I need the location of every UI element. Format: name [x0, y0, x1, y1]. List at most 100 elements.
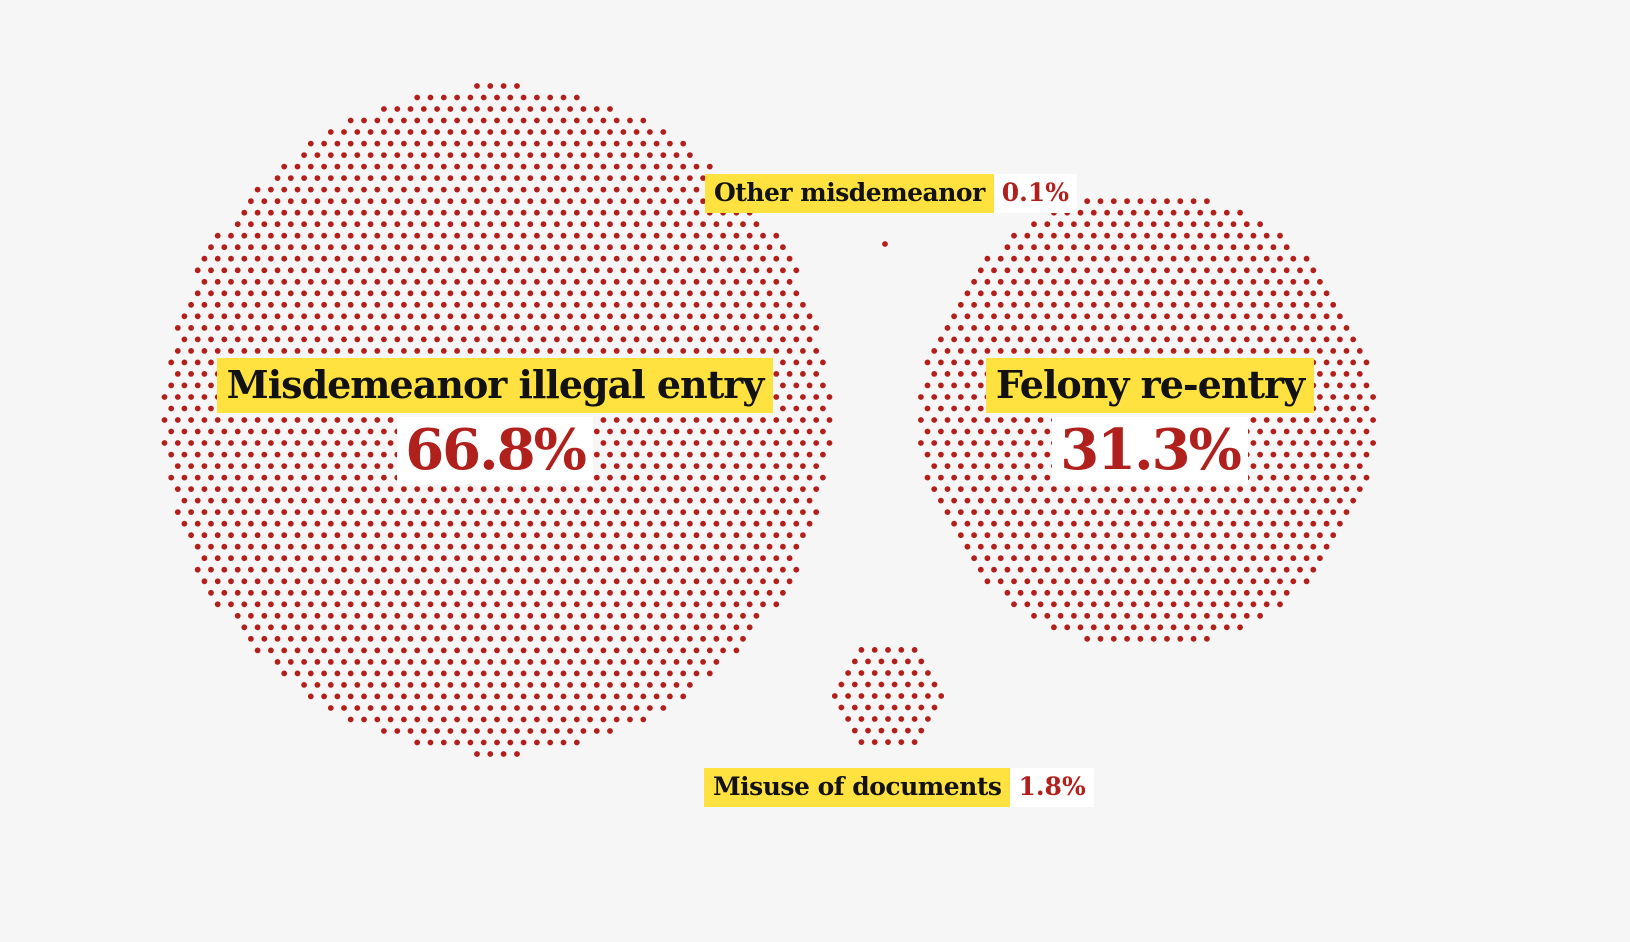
dot-misdemeanor — [301, 497, 307, 504]
dot-misdemeanor — [194, 520, 201, 527]
dot-felony — [951, 382, 957, 389]
dot-misdemeanor — [354, 290, 361, 297]
dot-misdemeanor — [168, 405, 175, 412]
dot-misdemeanor — [653, 348, 660, 354]
dot-felony — [944, 417, 951, 423]
dot-misdemeanor — [314, 474, 321, 481]
dot-misdemeanor — [653, 486, 660, 492]
dot-felony — [1024, 417, 1031, 423]
dot-felony — [1150, 589, 1157, 596]
dot-misdemeanor — [327, 520, 334, 527]
dot-misuse — [891, 704, 898, 711]
dot-felony — [931, 463, 938, 469]
dot-misdemeanor — [341, 198, 347, 205]
dot-felony — [1223, 578, 1230, 585]
dot-misdemeanor — [733, 578, 740, 585]
dot-misdemeanor — [480, 624, 487, 631]
dot-misdemeanor — [560, 325, 567, 331]
dot-misdemeanor — [693, 486, 700, 492]
dot-misdemeanor — [434, 612, 440, 619]
dot-misdemeanor — [653, 532, 660, 539]
dot-misdemeanor — [633, 612, 640, 619]
dot-misdemeanor — [434, 313, 440, 320]
dot-felony — [1317, 301, 1323, 308]
dot-felony — [1204, 244, 1210, 251]
dot-felony — [1337, 428, 1343, 435]
dot-felony — [1204, 635, 1210, 642]
dot-felony — [924, 405, 931, 412]
dot-misdemeanor — [554, 198, 560, 205]
dot-felony — [1017, 589, 1024, 596]
dot-felony — [1157, 509, 1164, 515]
dot-misdemeanor — [341, 497, 347, 504]
dot-misdemeanor — [467, 532, 474, 539]
dot-misdemeanor — [653, 232, 660, 239]
dot-felony — [1150, 221, 1157, 228]
dot-misdemeanor — [527, 313, 534, 320]
dot-misdemeanor — [780, 497, 786, 504]
dot-felony — [1337, 520, 1343, 527]
dot-misuse — [865, 658, 871, 665]
dot-misdemeanor — [374, 532, 381, 539]
dot-felony — [1190, 497, 1197, 504]
dot-misdemeanor — [381, 543, 387, 550]
dot-misdemeanor — [261, 267, 268, 274]
dot-felony — [1184, 232, 1190, 239]
dot-felony — [1177, 267, 1184, 274]
dot-felony — [1230, 589, 1237, 596]
dot-misuse — [878, 658, 885, 665]
dot-misdemeanor — [301, 566, 307, 573]
dot-misdemeanor — [667, 186, 673, 193]
dot-felony — [1350, 428, 1357, 435]
dot-misdemeanor — [420, 497, 427, 504]
dot-felony — [1137, 635, 1144, 642]
dot-misdemeanor — [667, 278, 673, 285]
dot-felony — [1210, 255, 1217, 262]
dot-misdemeanor — [573, 739, 580, 746]
dot-misdemeanor — [780, 589, 786, 596]
dot-misdemeanor — [687, 175, 693, 182]
dot-misdemeanor — [567, 728, 573, 734]
dot-misdemeanor — [281, 555, 288, 562]
dot-misdemeanor — [600, 232, 607, 239]
dot-felony — [1204, 221, 1210, 228]
dot-felony — [1017, 543, 1024, 550]
dot-misdemeanor — [547, 255, 554, 262]
dot-misdemeanor — [633, 198, 640, 205]
dot-misdemeanor — [248, 336, 254, 343]
dot-misdemeanor — [254, 209, 261, 216]
dot-felony — [1157, 348, 1164, 354]
dot-felony — [984, 578, 991, 585]
dot-misdemeanor — [713, 267, 720, 274]
dot-misdemeanor — [341, 129, 347, 135]
dot-misdemeanor — [420, 313, 427, 320]
dot-misdemeanor — [334, 555, 341, 562]
dot-misdemeanor — [287, 221, 294, 228]
dot-misdemeanor — [294, 601, 301, 608]
dot-misdemeanor — [806, 405, 813, 412]
dot-felony — [1157, 232, 1164, 239]
dot-misdemeanor — [680, 163, 687, 170]
dot-misdemeanor — [793, 382, 800, 389]
dot-felony — [1230, 543, 1237, 550]
dot-misdemeanor — [527, 705, 534, 711]
dot-misdemeanor — [460, 635, 467, 642]
dot-felony — [1157, 255, 1164, 262]
dot-misdemeanor — [753, 474, 760, 481]
dot-misdemeanor — [567, 682, 573, 688]
dot-misdemeanor — [713, 520, 720, 527]
dot-misdemeanor — [746, 232, 753, 239]
dot-felony — [1277, 325, 1283, 331]
dot-felony — [1277, 440, 1283, 446]
dot-misdemeanor — [713, 659, 720, 665]
dot-misdemeanor — [633, 659, 640, 665]
dot-misdemeanor — [494, 255, 500, 262]
dot-misdemeanor — [773, 509, 780, 515]
dot-felony — [1223, 348, 1230, 354]
dot-felony — [1297, 497, 1303, 504]
dot-felony — [1164, 589, 1170, 596]
dot-misdemeanor — [494, 670, 500, 677]
dot-misdemeanor — [454, 647, 460, 654]
dot-misdemeanor — [294, 163, 301, 170]
dot-misdemeanor — [387, 117, 394, 124]
